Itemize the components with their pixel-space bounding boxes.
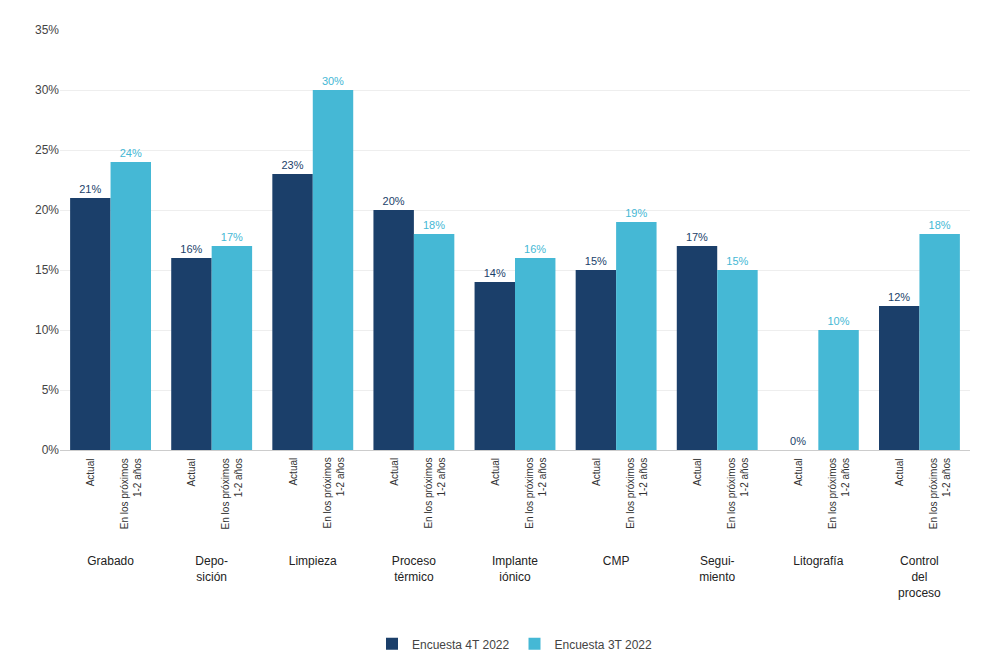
svg-text:24%: 24% — [120, 147, 142, 159]
svg-text:0%: 0% — [42, 443, 60, 457]
svg-text:Grabado: Grabado — [87, 554, 134, 568]
svg-text:10%: 10% — [827, 315, 849, 327]
svg-text:25%: 25% — [35, 143, 59, 157]
svg-text:Actual: Actual — [490, 458, 501, 486]
svg-text:Encuesta 4T 2022: Encuesta 4T 2022 — [412, 638, 510, 652]
svg-text:En los próximos1-2 años: En los próximos1-2 años — [119, 458, 143, 529]
svg-text:Actual: Actual — [894, 458, 905, 486]
svg-text:Limpieza: Limpieza — [289, 554, 337, 568]
svg-text:En los próximos1-2 años: En los próximos1-2 años — [220, 458, 244, 529]
svg-text:10%: 10% — [35, 323, 59, 337]
svg-text:Actual: Actual — [591, 458, 602, 486]
svg-text:En los próximos1-2 años: En los próximos1-2 años — [726, 458, 750, 529]
svg-text:Actual: Actual — [793, 458, 804, 486]
svg-text:En los próximos1-2 años: En los próximos1-2 años — [928, 458, 952, 529]
svg-text:17%: 17% — [221, 231, 243, 243]
svg-text:Implanteiónico: Implanteiónico — [492, 554, 538, 584]
svg-text:Actual: Actual — [288, 458, 299, 486]
svg-text:Encuesta 3T 2022: Encuesta 3T 2022 — [555, 638, 653, 652]
svg-text:15%: 15% — [726, 255, 748, 267]
svg-text:En los próximos1-2 años: En los próximos1-2 años — [827, 458, 851, 529]
svg-text:14%: 14% — [484, 267, 506, 279]
svg-text:En los próximos1-2 años: En los próximos1-2 años — [322, 457, 346, 528]
svg-text:17%: 17% — [686, 231, 708, 243]
svg-text:30%: 30% — [322, 75, 344, 87]
svg-text:35%: 35% — [35, 23, 59, 37]
svg-text:16%: 16% — [180, 243, 202, 255]
svg-text:0%: 0% — [790, 435, 806, 447]
svg-text:23%: 23% — [281, 159, 303, 171]
svg-text:20%: 20% — [383, 195, 405, 207]
svg-text:Actual: Actual — [186, 459, 197, 487]
svg-text:En los próximos1-2 años: En los próximos1-2 años — [524, 458, 548, 529]
svg-text:En los próximos1-2 años: En los próximos1-2 años — [625, 458, 649, 529]
svg-text:CMP: CMP — [603, 554, 630, 568]
svg-text:12%: 12% — [888, 291, 910, 303]
svg-text:En los próximos1-2 años: En los próximos1-2 años — [423, 457, 447, 528]
svg-text:Depo-sición: Depo-sición — [195, 554, 228, 584]
svg-text:18%: 18% — [423, 219, 445, 231]
svg-text:20%: 20% — [35, 203, 59, 217]
svg-text:Actual: Actual — [85, 459, 96, 487]
svg-text:Actual: Actual — [692, 458, 703, 486]
svg-text:Actual: Actual — [389, 458, 400, 486]
svg-text:Litografía: Litografía — [793, 554, 843, 568]
svg-text:15%: 15% — [585, 255, 607, 267]
svg-text:Procesotérmico: Procesotérmico — [392, 554, 436, 584]
svg-text:18%: 18% — [929, 219, 951, 231]
svg-text:Controldelproceso: Controldelproceso — [898, 554, 941, 599]
svg-text:16%: 16% — [524, 243, 546, 255]
svg-text:21%: 21% — [79, 183, 101, 195]
svg-text:5%: 5% — [42, 383, 60, 397]
svg-text:15%: 15% — [35, 263, 59, 277]
svg-text:30%: 30% — [35, 83, 59, 97]
svg-text:19%: 19% — [625, 207, 647, 219]
svg-text:Segui-miento: Segui-miento — [699, 554, 735, 584]
